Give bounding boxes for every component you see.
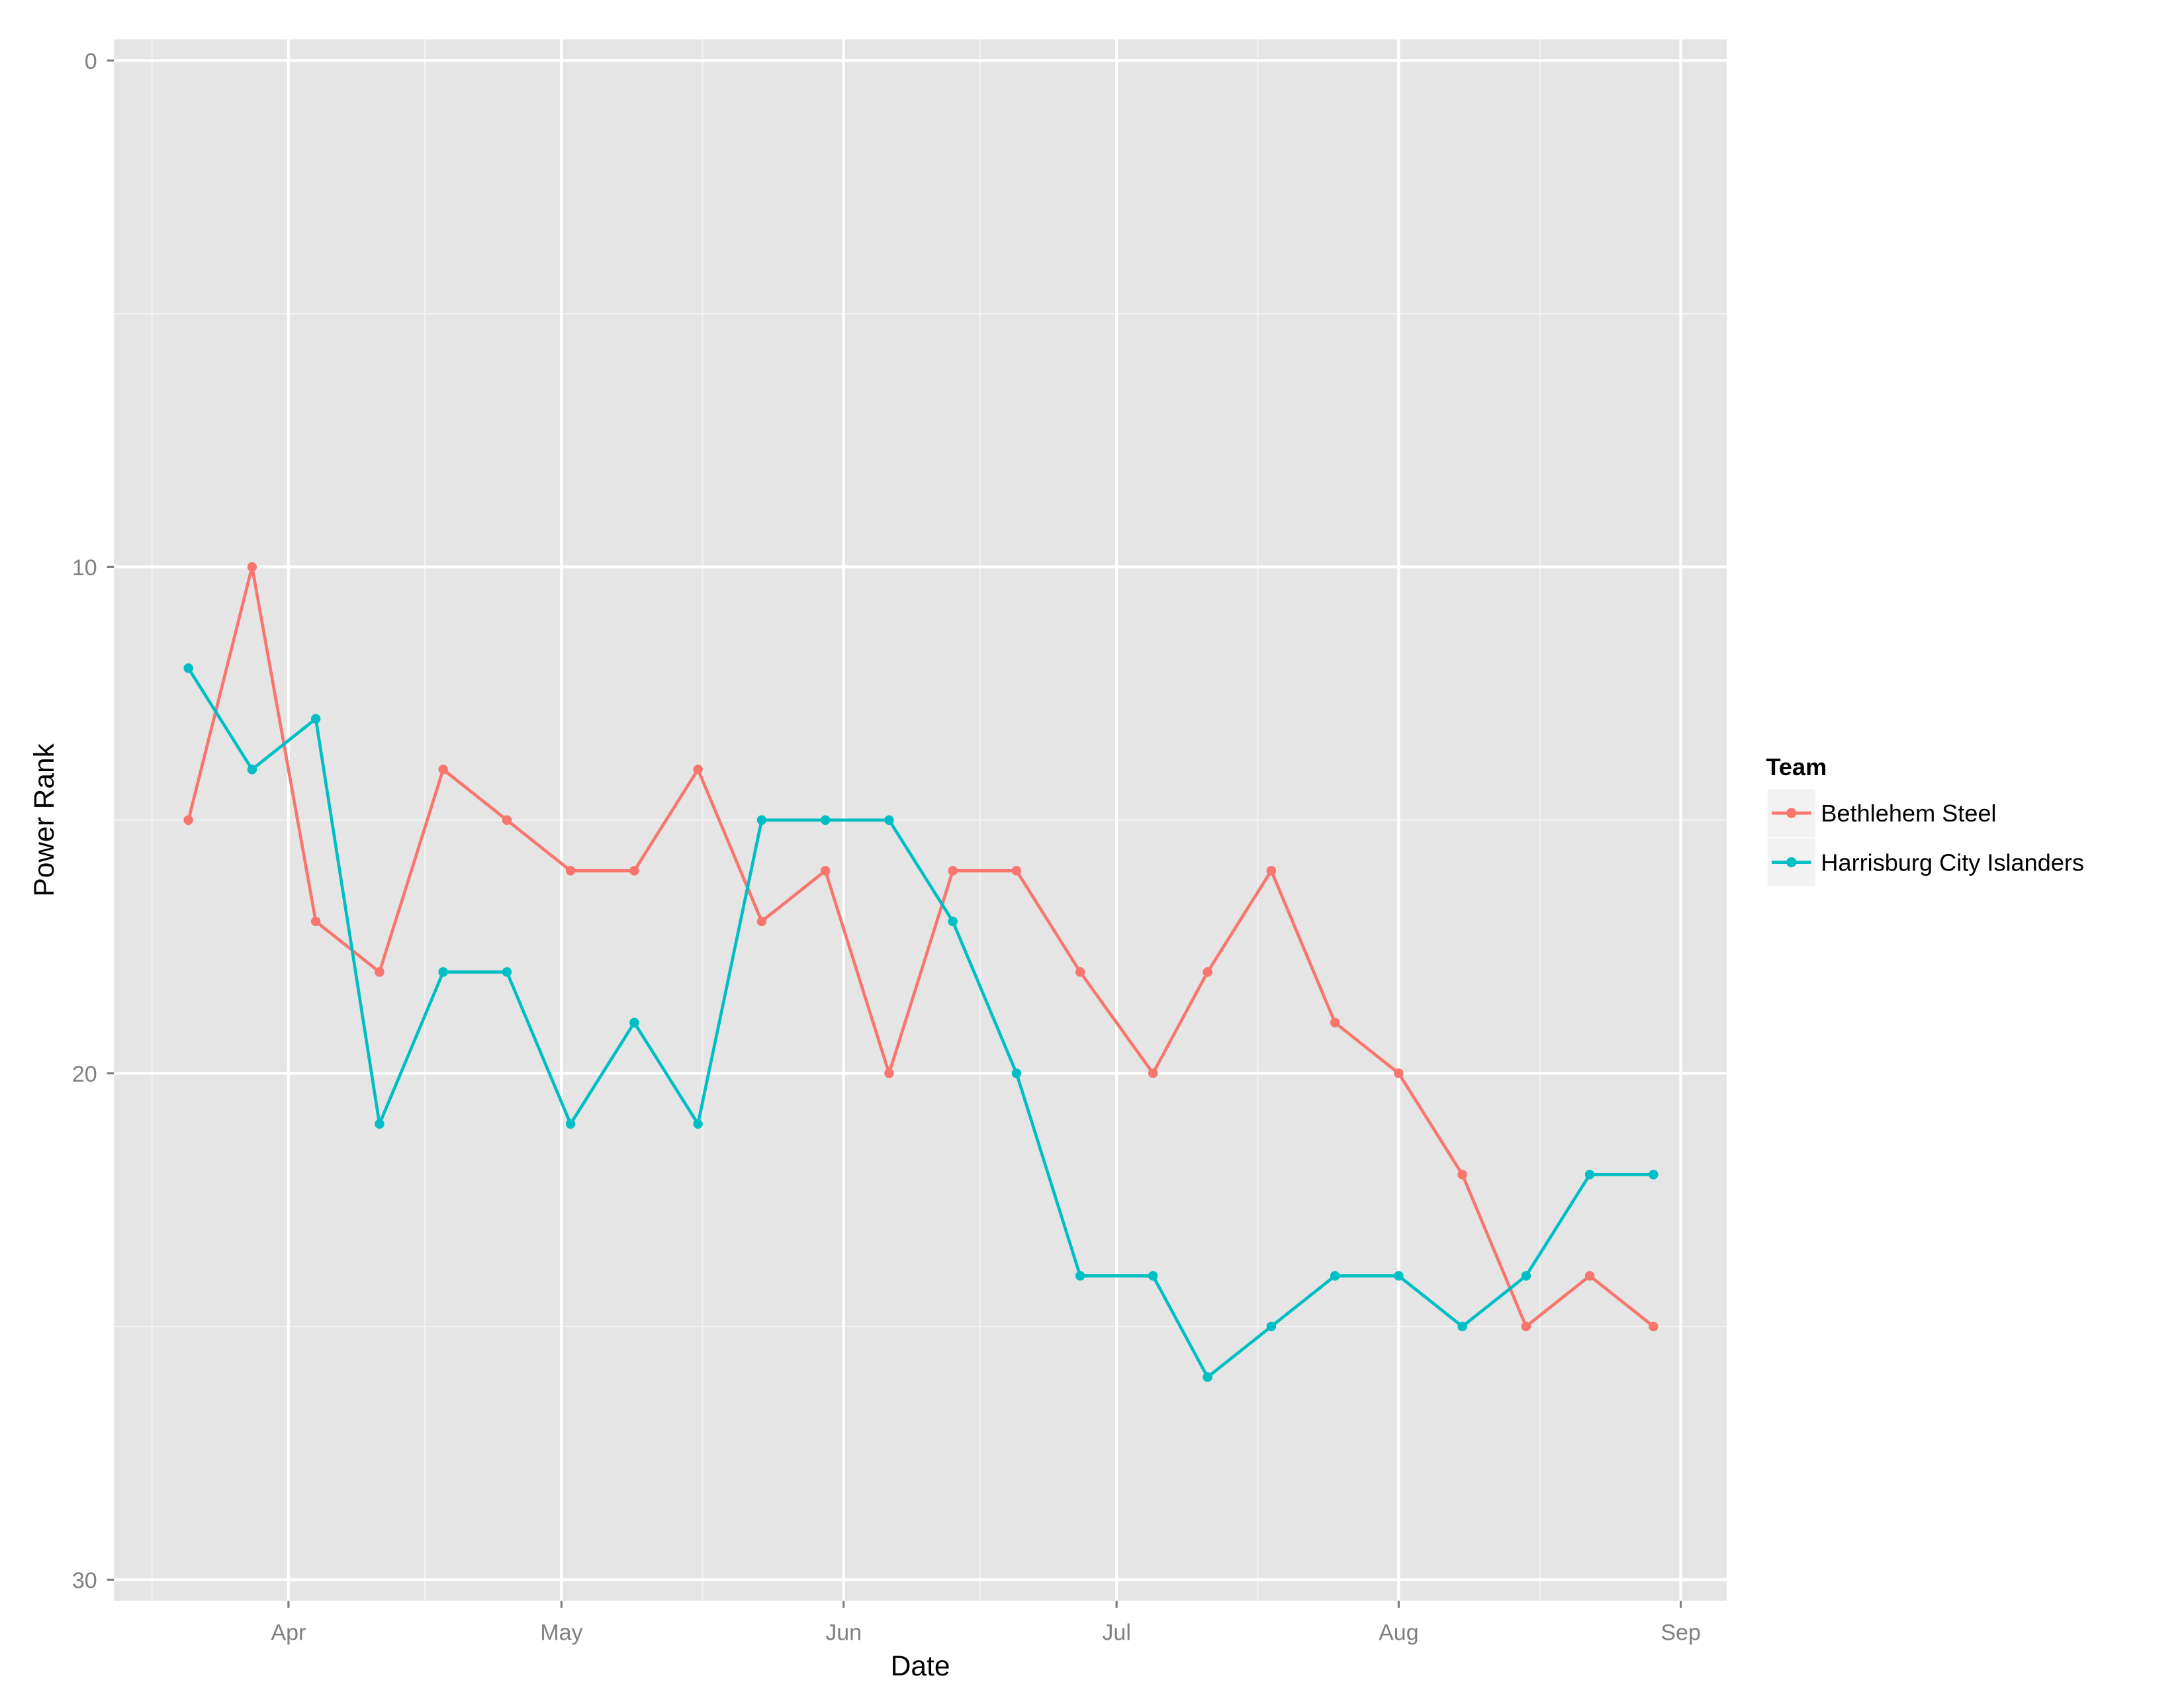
series-line [187,667,1654,1379]
x-axis: Apr May Jun Jul Aug Sep [271,1601,1701,1646]
data-point [1521,1271,1531,1281]
data-point [375,967,385,977]
minor-gridlines [114,39,1727,1601]
x-tick-label: May [540,1620,582,1646]
data-point [1011,1068,1022,1078]
data-point [693,1119,703,1129]
data-point [1584,1271,1595,1281]
data-point [820,815,831,825]
data-point [1394,1068,1404,1078]
data-point [1521,1321,1531,1332]
data-point [1266,1321,1277,1332]
data-point [310,916,321,927]
data-point [183,815,193,825]
data-point [438,765,448,774]
data-point [1011,866,1022,876]
legend-title: Team [1766,753,1827,780]
data-point [1203,1372,1212,1382]
y-axis: 0 10 20 30 [72,49,114,1593]
x-axis-title: Date [891,1651,950,1682]
data-point [1457,1170,1467,1180]
data-point [1075,967,1085,977]
legend-point-icon [1786,857,1797,868]
data-point [948,916,958,927]
x-tick-label: Sep [1661,1620,1701,1646]
data-point [1148,1068,1158,1078]
data-point [629,866,639,876]
data-point [884,815,894,825]
data-point [247,765,257,774]
data-point [1203,967,1212,977]
data-point [693,765,703,774]
data-point [1649,1170,1659,1180]
y-tick-label: 20 [72,1062,97,1087]
data-point [310,714,321,724]
series-bethlehem-steel [183,562,1659,1332]
data-point [1457,1321,1467,1332]
x-tick-label: Jul [1102,1620,1130,1646]
data-point [565,1119,576,1129]
legend-label: Bethlehem Steel [1821,800,1996,827]
data-point [1584,1170,1595,1180]
data-point [183,663,193,673]
data-point [565,866,576,876]
major-gridlines [114,39,1727,1601]
data-point [375,1119,385,1129]
data-point [884,1068,894,1078]
data-point [948,866,958,876]
series-line [187,565,1655,1329]
data-point [1148,1271,1158,1281]
data-point [1330,1017,1340,1028]
data-point [1649,1321,1659,1332]
data-point [820,866,831,876]
legend-point-icon [1786,808,1797,818]
legend-item-bethlehem-steel: Bethlehem Steel [1767,789,1997,837]
data-point [756,815,767,825]
data-point [1266,866,1277,876]
series-layer [183,562,1659,1382]
series-harrisburg-city-islanders [183,663,1659,1382]
data-point [502,967,512,977]
legend-item-harrisburg-city-islanders: Harrisburg City Islanders [1767,838,2084,886]
y-tick-label: 30 [72,1568,97,1593]
legend-label: Harrisburg City Islanders [1821,849,2084,876]
data-point [247,562,257,572]
y-axis-title: Power Rank [29,743,60,896]
y-tick-label: 0 [85,49,97,74]
data-point [502,815,512,825]
data-point [438,967,448,977]
data-point [1075,1271,1085,1281]
y-tick-label: 10 [72,555,97,581]
legend: Team Bethlehem Steel Harrisburg City Isl… [1766,753,2084,886]
data-point [1330,1271,1340,1281]
x-tick-label: Apr [271,1620,306,1646]
data-point [1394,1271,1404,1281]
x-tick-label: Aug [1379,1620,1419,1646]
x-tick-label: Jun [825,1620,862,1646]
data-point [629,1017,639,1028]
data-point [756,916,767,927]
